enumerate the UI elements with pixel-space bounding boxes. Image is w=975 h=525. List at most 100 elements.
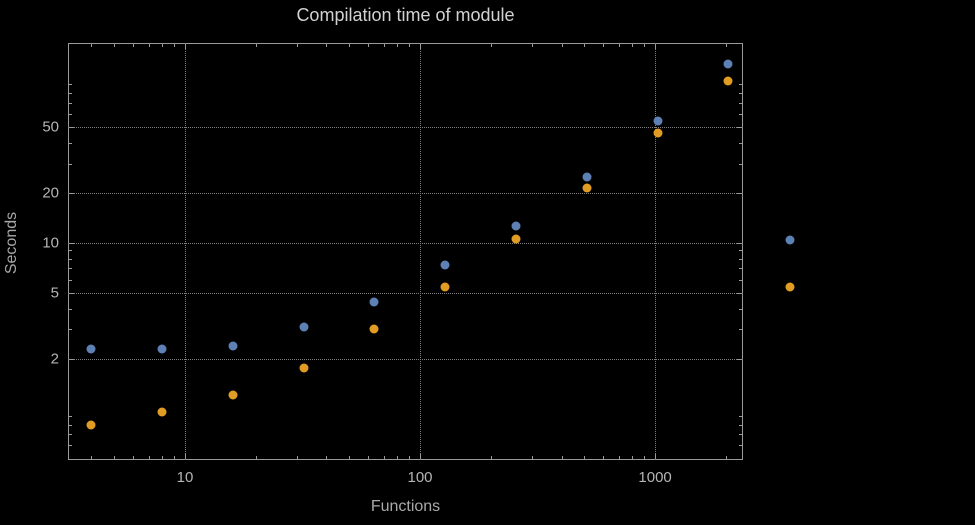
- y-major-tick: [69, 126, 74, 128]
- x-minor-tick: [114, 44, 116, 47]
- x-minor-tick: [255, 456, 257, 459]
- point-blue: [440, 260, 450, 270]
- x-major-tick: [184, 454, 186, 459]
- y-tick-label: 20: [42, 184, 59, 202]
- point-blue: [299, 322, 309, 332]
- x-minor-tick: [349, 44, 351, 47]
- point-blue: [653, 116, 662, 126]
- y-major-tick: [737, 292, 742, 294]
- x-minor-tick: [91, 456, 93, 459]
- x-minor-tick: [383, 456, 385, 459]
- point-blue: [723, 59, 733, 69]
- point-orange: [228, 390, 238, 400]
- x-minor-tick: [297, 44, 299, 47]
- x-axis-label: Functions: [370, 498, 441, 515]
- y-minor-tick: [739, 279, 742, 281]
- x-minor-tick: [618, 44, 620, 47]
- y-minor-tick: [739, 163, 742, 165]
- y-tick-label: 2: [50, 350, 59, 368]
- y-minor-tick: [739, 416, 742, 418]
- x-minor-tick: [162, 456, 164, 459]
- x-minor-tick: [383, 44, 385, 47]
- x-minor-tick: [132, 44, 134, 47]
- y-minor-tick: [739, 329, 742, 331]
- y-major-tick: [737, 192, 742, 194]
- y-minor-tick: [69, 258, 72, 260]
- point-blue: [369, 297, 379, 307]
- x-minor-tick: [367, 44, 369, 47]
- x-minor-tick: [367, 456, 369, 459]
- y-major-tick: [69, 292, 74, 294]
- y-minor-tick: [739, 445, 742, 447]
- x-minor-tick: [91, 44, 93, 47]
- y-axis-label: Seconds: [3, 211, 20, 275]
- chart-title: Compilation time of module: [296, 5, 515, 25]
- x-minor-tick: [632, 456, 634, 459]
- y-minor-tick: [69, 250, 72, 252]
- y-major-tick: [69, 358, 74, 360]
- point-orange: [157, 407, 167, 417]
- y-gridline: [68, 192, 743, 194]
- y-minor-tick: [69, 308, 72, 310]
- x-minor-tick: [174, 456, 176, 459]
- y-minor-tick: [739, 458, 742, 460]
- point-blue: [157, 344, 167, 354]
- x-minor-tick: [725, 44, 727, 47]
- y-minor-tick: [69, 268, 72, 270]
- y-minor-tick: [69, 445, 72, 447]
- x-minor-tick: [409, 456, 411, 459]
- x-minor-tick: [397, 456, 399, 459]
- x-minor-tick: [561, 44, 563, 47]
- x-minor-tick: [532, 44, 534, 47]
- x-minor-tick: [349, 456, 351, 459]
- x-minor-tick: [584, 44, 586, 47]
- y-minor-tick: [739, 258, 742, 260]
- y-minor-tick: [739, 102, 742, 104]
- y-major-tick: [737, 242, 742, 244]
- point-orange: [369, 324, 379, 334]
- point-blue: [582, 172, 592, 182]
- y-major-tick: [69, 242, 74, 244]
- y-tick-label: 50: [42, 118, 59, 136]
- x-tick-label: 100: [407, 469, 433, 486]
- x-major-tick: [420, 454, 422, 459]
- y-gridline: [68, 126, 743, 128]
- x-gridline: [184, 43, 186, 460]
- y-minor-tick: [69, 416, 72, 418]
- y-gridline: [68, 242, 743, 244]
- x-tick-label: 10: [176, 469, 194, 486]
- x-minor-tick: [255, 44, 257, 47]
- x-minor-tick: [602, 456, 604, 459]
- x-minor-tick: [409, 44, 411, 47]
- y-minor-tick: [739, 84, 742, 86]
- x-gridline: [420, 43, 422, 460]
- y-gridline: [68, 358, 743, 360]
- y-minor-tick: [69, 163, 72, 165]
- y-minor-tick: [739, 250, 742, 252]
- point-orange: [723, 76, 733, 86]
- y-minor-tick: [739, 424, 742, 426]
- x-minor-tick: [148, 44, 150, 47]
- y-minor-tick: [739, 308, 742, 310]
- x-major-tick: [655, 454, 657, 459]
- y-minor-tick: [69, 113, 72, 115]
- y-tick-label: 5: [50, 284, 59, 302]
- y-minor-tick: [69, 458, 72, 460]
- y-minor-tick: [69, 424, 72, 426]
- y-minor-tick: [69, 102, 72, 104]
- point-orange: [511, 234, 521, 244]
- y-major-tick: [737, 126, 742, 128]
- x-minor-tick: [584, 456, 586, 459]
- y-major-tick: [737, 358, 742, 360]
- point-orange: [440, 282, 450, 292]
- y-minor-tick: [739, 113, 742, 115]
- x-tick-label: 1000: [638, 469, 672, 486]
- y-minor-tick: [69, 329, 72, 331]
- x-minor-tick: [632, 44, 634, 47]
- x-minor-tick: [618, 456, 620, 459]
- x-minor-tick: [162, 44, 164, 47]
- x-minor-tick: [297, 456, 299, 459]
- x-minor-tick: [725, 456, 727, 459]
- y-minor-tick: [69, 92, 72, 94]
